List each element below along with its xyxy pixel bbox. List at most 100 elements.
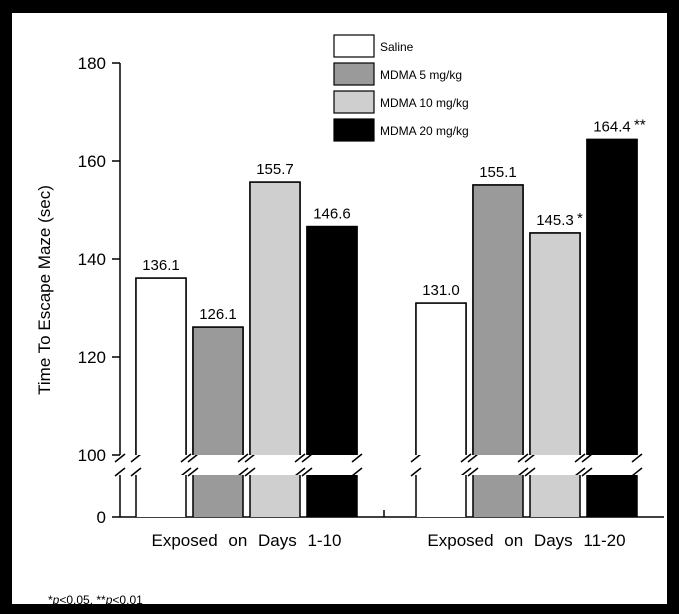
bar-break-mark	[574, 453, 586, 463]
bar-upper-fill	[250, 182, 300, 455]
bar-break-mark	[460, 453, 472, 463]
bar-lower-outline	[306, 475, 358, 517]
bar-upper-fill	[416, 303, 466, 455]
bar-value-label: 155.1	[479, 164, 517, 181]
bar-upper-fill	[473, 185, 523, 455]
bar-break-mark	[187, 453, 199, 463]
bar-break-mark	[237, 453, 249, 463]
y-tick-label: 120	[78, 348, 106, 367]
legend-label: MDMA 20 mg/kg	[380, 124, 469, 138]
legend-label: MDMA 10 mg/kg	[380, 96, 469, 110]
x-category-label: Exposed on Days 1-10	[152, 531, 342, 550]
bar-break-mark	[517, 453, 529, 463]
axes: 180 160 140 120 100 0 Time To Escape Maze (sec…	[35, 54, 664, 550]
footnote-star-1: *	[48, 593, 53, 607]
significance-mark: **	[634, 116, 646, 133]
bar-break-mark	[517, 467, 529, 477]
bar-lower-fill	[193, 475, 243, 517]
bar-break-mark	[460, 467, 472, 477]
bar-lower-outline	[415, 475, 467, 517]
bar-upper-outline	[192, 326, 244, 455]
bar-upper-fill	[307, 226, 357, 455]
bar-upper-outline	[135, 277, 187, 455]
bar-break-mark	[574, 467, 586, 477]
x-category-label: Exposed on Days 11-20	[427, 531, 625, 550]
bar-break-mark	[351, 453, 363, 463]
y-tick-label-zero: 0	[97, 508, 106, 527]
bar-break-mark	[180, 467, 192, 477]
legend-label: Saline	[380, 40, 414, 54]
bar-upper-fill	[587, 139, 637, 455]
bar-lower-fill	[530, 475, 580, 517]
legend-swatch	[333, 90, 375, 114]
bar-value-label: 146.6	[313, 206, 351, 223]
bar-break-mark	[180, 453, 192, 463]
bar-upper-outline	[249, 181, 301, 455]
bar-upper-fill	[136, 278, 186, 455]
bar-upper-fill	[530, 233, 580, 455]
legend-swatch	[333, 62, 375, 86]
bar-lower-fill	[250, 475, 300, 517]
bar-break-mark	[294, 453, 306, 463]
bar-break-mark	[581, 467, 593, 477]
bar-lower-outline	[249, 475, 301, 517]
bar-break-mark	[301, 467, 313, 477]
bar-lower-fill	[416, 475, 466, 517]
bar-lower-fill	[307, 475, 357, 517]
bar-value-label: 131.0	[422, 282, 460, 299]
y-axis-title: Time To Escape Maze (sec)	[35, 185, 54, 395]
bar-lower-fill	[587, 475, 637, 517]
bar-break-mark	[631, 453, 643, 463]
bar-value-label: 136.1	[142, 257, 180, 274]
footnote-star-2: **	[96, 593, 106, 607]
y-axis-break-mark	[114, 453, 126, 463]
bar-value-label: 145.3	[536, 212, 574, 229]
legend: Saline MDMA 5 mg/kg MDMA 10 mg/kg MDMA 20 m…	[333, 34, 469, 142]
footnote-threshold-2: <0.01	[112, 593, 143, 607]
bar-break-mark	[244, 467, 256, 477]
bar-lower-outline	[135, 475, 187, 517]
legend-swatch	[333, 118, 375, 142]
bar-break-mark	[130, 467, 142, 477]
bar-lower-outline	[192, 475, 244, 517]
bar-value-label: 155.7	[256, 161, 294, 178]
legend-swatch	[333, 34, 375, 58]
y-tick-label: 160	[78, 152, 106, 171]
bar-break-mark	[467, 453, 479, 463]
bars: 136.1 126.1 155.7 146.6 131.0 155.1 145.3 * 164.…	[135, 116, 646, 517]
y-tick-label: 100	[78, 446, 106, 465]
chart-frame: 180 160 140 120 100 0 Time To Escape Maze (sec…	[12, 13, 667, 607]
legend-label: MDMA 5 mg/kg	[380, 68, 462, 82]
bar-break-mark	[631, 467, 643, 477]
significance-mark: *	[577, 210, 583, 227]
bar-break-mark	[130, 453, 142, 463]
y-axis-break-mark	[114, 467, 126, 477]
bar-break-mark	[467, 467, 479, 477]
y-tick-label: 180	[78, 54, 106, 73]
bar-lower-outline	[472, 475, 524, 517]
bar-lower-fill	[136, 475, 186, 517]
bar-upper-outline	[306, 225, 358, 455]
footnote-p-2: p	[105, 593, 113, 607]
bar-lower-outline	[529, 475, 581, 517]
bar-break-mark	[410, 453, 422, 463]
bar-upper-fill	[193, 327, 243, 455]
bar-lower-fill	[473, 475, 523, 517]
bar-upper-outline	[415, 302, 467, 455]
bar-upper-outline	[586, 138, 638, 455]
bar-value-label: 126.1	[199, 306, 237, 323]
bar-break-mark	[351, 467, 363, 477]
bar-break-mark	[237, 467, 249, 477]
bar-break-mark	[524, 453, 536, 463]
bar-upper-outline	[529, 232, 581, 455]
bar-lower-outline	[586, 475, 638, 517]
bar-break-mark	[244, 453, 256, 463]
bar-break-mark	[294, 467, 306, 477]
bar-break-mark	[410, 467, 422, 477]
footnote-p-1: p	[52, 593, 60, 607]
bar-value-label: 164.4	[593, 118, 631, 135]
bar-break-mark	[581, 453, 593, 463]
y-tick-label: 140	[78, 250, 106, 269]
bar-chart: 180 160 140 120 100 0 Time To Escape Maze (sec…	[35, 34, 664, 550]
significance-footnote: *p<0.05, **p<0.01	[48, 593, 143, 607]
